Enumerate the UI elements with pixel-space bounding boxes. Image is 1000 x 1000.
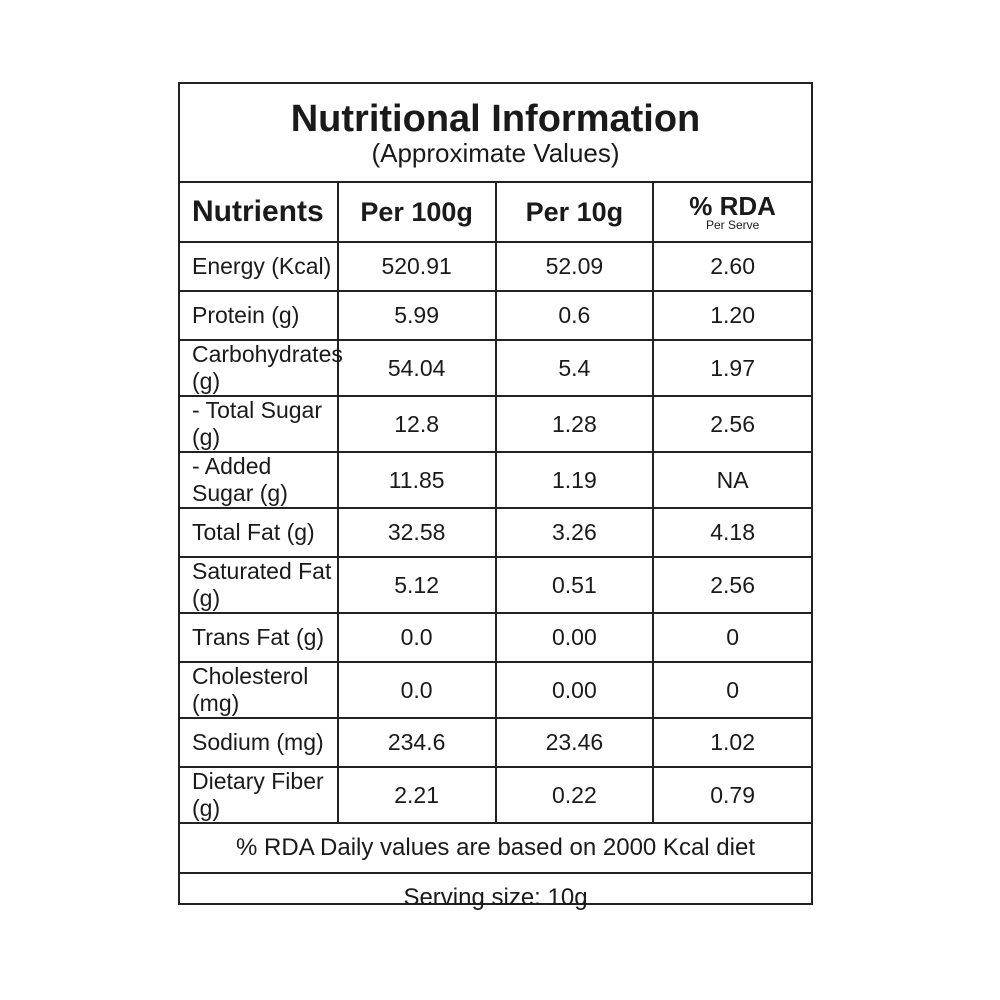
nutrient-row: Protein (g) 5.99 0.6 1.20 xyxy=(180,290,811,341)
nutrient-value: 0.6 xyxy=(494,290,655,341)
nutrient-row: Dietary Fiber (g) 2.21 0.22 0.79 xyxy=(180,766,811,824)
nutrient-value: 5.12 xyxy=(336,556,497,614)
footer-note: Serving size: 10g xyxy=(180,872,811,922)
nutrient-value: 11.85 xyxy=(336,451,497,509)
nutrient-name: Saturated Fat (g) xyxy=(180,556,339,614)
nutrient-value: 1.97 xyxy=(652,339,811,397)
table-body: Nutritional Information (Approximate Val… xyxy=(180,84,811,922)
column-header-text: % RDA xyxy=(689,191,776,221)
subtitle: (Approximate Values) xyxy=(371,137,620,168)
nutrition-table: Nutritional Information (Approximate Val… xyxy=(180,84,811,922)
column-header: Nutrients xyxy=(180,181,339,243)
nutrient-name: Energy (Kcal) xyxy=(180,241,339,292)
title: Nutritional Information xyxy=(290,97,701,140)
nutrient-value: 2.21 xyxy=(336,766,497,824)
nutrient-row: Energy (Kcal) 520.91 52.09 2.60 xyxy=(180,241,811,292)
nutrient-name: Total Fat (g) xyxy=(180,507,339,558)
nutrient-value: 0.51 xyxy=(494,556,655,614)
nutrient-value: 2.60 xyxy=(652,241,811,292)
nutrient-name: - Added Sugar (g) xyxy=(180,451,339,509)
nutrient-value: 0 xyxy=(652,612,811,663)
footer-row: Serving size: 10g xyxy=(180,872,811,922)
nutrient-row: Sodium (mg) 234.6 23.46 1.02 xyxy=(180,717,811,768)
nutrient-value: 1.02 xyxy=(652,717,811,768)
nutrient-value: 520.91 xyxy=(336,241,497,292)
footer-row: % RDA Daily values are based on 2000 Kca… xyxy=(180,822,811,874)
nutrient-name: Trans Fat (g) xyxy=(180,612,339,663)
nutrient-value: 5.4 xyxy=(494,339,655,397)
title-cell: Nutritional Information (Approximate Val… xyxy=(180,84,811,183)
nutrient-value: NA xyxy=(652,451,811,509)
nutrient-row: Carbohydrates (g) 54.04 5.4 1.97 xyxy=(180,339,811,397)
nutrient-value: 54.04 xyxy=(336,339,497,397)
nutrient-value: 23.46 xyxy=(494,717,655,768)
nutrient-name: Sodium (mg) xyxy=(180,717,339,768)
nutrient-value: 3.26 xyxy=(494,507,655,558)
nutrition-panel: Nutritional Information (Approximate Val… xyxy=(178,82,813,922)
nutrient-value: 0.00 xyxy=(494,612,655,663)
nutrient-row: Trans Fat (g) 0.0 0.00 0 xyxy=(180,612,811,663)
nutrient-value: 0 xyxy=(652,661,811,719)
nutrient-row: - Added Sugar (g) 11.85 1.19 NA xyxy=(180,451,811,509)
column-note: Per Serve xyxy=(705,218,760,232)
nutrient-name: Dietary Fiber (g) xyxy=(180,766,339,824)
nutrient-value: 0.00 xyxy=(494,661,655,719)
nutrient-name: Carbohydrates (g) xyxy=(180,339,343,397)
nutrient-row: Total Fat (g) 32.58 3.26 4.18 xyxy=(180,507,811,558)
nutrient-row: Cholesterol (mg) 0.0 0.00 0 xyxy=(180,661,811,719)
nutrient-name: - Total Sugar (g) xyxy=(180,395,339,453)
nutrient-row: - Total Sugar (g) 12.8 1.28 2.56 xyxy=(180,395,811,453)
column-header: % RDA Per Serve xyxy=(652,181,811,243)
column-header: Per 100g xyxy=(336,181,497,243)
nutrient-value: 0.0 xyxy=(336,661,497,719)
nutrient-value: 0.0 xyxy=(336,612,497,663)
nutrient-value: 0.79 xyxy=(652,766,811,824)
nutrient-value: 1.19 xyxy=(494,451,655,509)
nutrient-value: 5.99 xyxy=(336,290,497,341)
nutrient-value: 0.22 xyxy=(494,766,655,824)
footer-note: % RDA Daily values are based on 2000 Kca… xyxy=(180,822,811,874)
nutrient-row: Saturated Fat (g) 5.12 0.51 2.56 xyxy=(180,556,811,614)
nutrient-value: 2.56 xyxy=(652,556,811,614)
nutrient-value: 32.58 xyxy=(336,507,497,558)
nutrient-value: 2.56 xyxy=(652,395,811,453)
column-header: Per 10g xyxy=(494,181,655,243)
nutrient-value: 1.20 xyxy=(652,290,811,341)
nutrient-value: 4.18 xyxy=(652,507,811,558)
header-row: Nutrients Per 100g Per 10g% RDA Per Serve xyxy=(180,181,811,243)
nutrient-value: 234.6 xyxy=(336,717,497,768)
nutrient-value: 1.28 xyxy=(494,395,655,453)
nutrient-value: 52.09 xyxy=(494,241,655,292)
nutrient-name: Protein (g) xyxy=(180,290,339,341)
nutrient-value: 12.8 xyxy=(336,395,497,453)
title-row: Nutritional Information (Approximate Val… xyxy=(180,84,811,183)
nutrient-name: Cholesterol (mg) xyxy=(180,661,339,719)
